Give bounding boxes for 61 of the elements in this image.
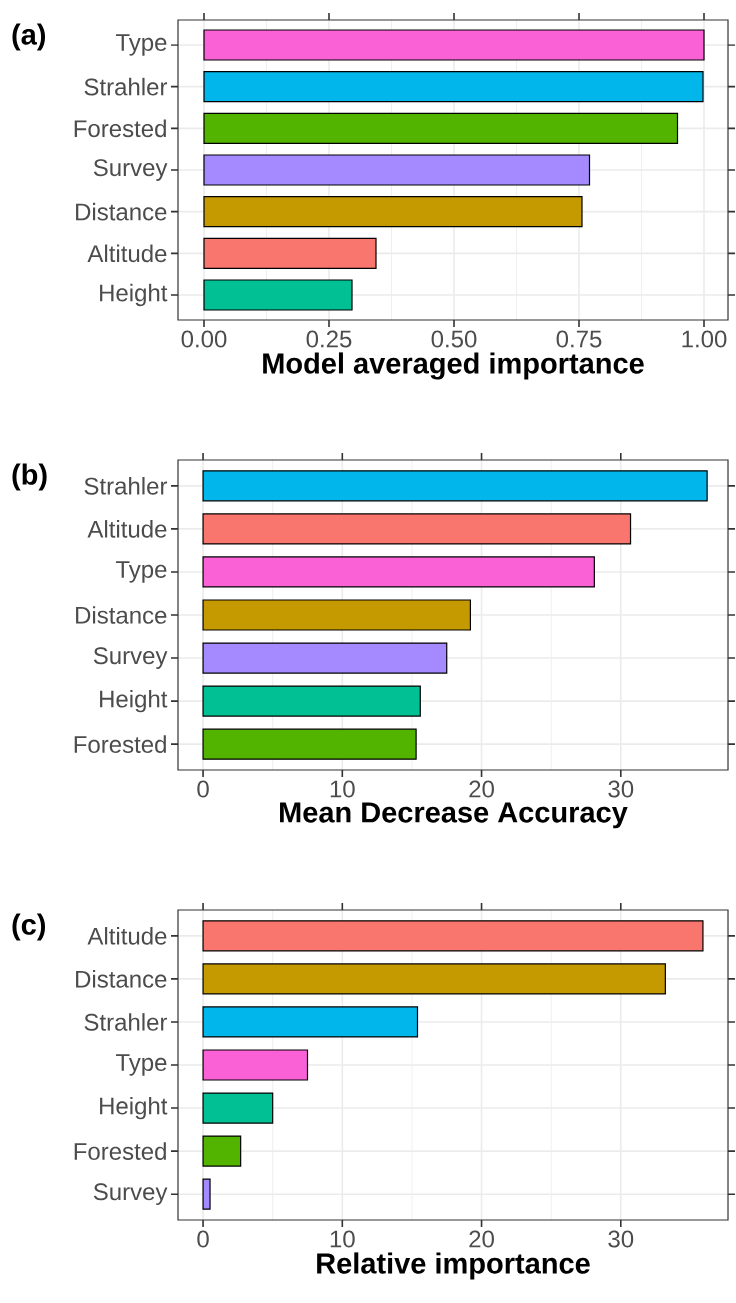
bar (202, 1178, 211, 1210)
y-tick-label: Survey (93, 159, 168, 181)
bar (202, 1135, 242, 1167)
bar (202, 556, 595, 588)
y-tick-label: Altitude (87, 244, 167, 263)
x-tick-label: 10 (330, 1230, 355, 1248)
bar (203, 112, 679, 144)
bar (202, 470, 708, 502)
text: (c) (12, 913, 46, 941)
x-axis-title: Model averaged importance (263, 352, 644, 380)
y-tick-label: Survey (93, 647, 168, 669)
x-tick-label: 30 (608, 1230, 634, 1248)
y-tick-label: Strahler (84, 477, 168, 495)
bar (202, 513, 632, 545)
x-tick-label: 30 (608, 780, 634, 798)
x-tick-label: 20 (469, 780, 494, 798)
y-tick-label: Altitude (87, 927, 167, 945)
y-tick-label: Height (100, 689, 168, 713)
bar (203, 154, 591, 186)
x-axis-title: Relative importance (317, 1252, 590, 1280)
bar (202, 920, 704, 952)
bar (203, 279, 353, 311)
text: (a) (12, 23, 46, 51)
bar (202, 1092, 274, 1124)
bar (203, 237, 377, 269)
y-tick-label: Distance (76, 202, 167, 221)
bar (202, 599, 472, 631)
y-tick-label: Altitude (87, 520, 167, 538)
y-tick-label: Forested (74, 119, 166, 138)
x-tick-label: 0.50 (431, 330, 477, 348)
x-axis-title: Mean Decrease Accuracy (280, 802, 628, 829)
y-tick-label: Type (115, 1054, 167, 1076)
y-tick-label: Type (115, 561, 167, 583)
bar (202, 1006, 419, 1038)
x-tick-label: 10 (330, 780, 355, 798)
bar (202, 728, 417, 760)
y-tick-label: Strahler (84, 77, 168, 96)
bar (203, 71, 704, 103)
y-tick-label: Height (100, 1096, 168, 1120)
x-tick-label: 0.25 (306, 330, 352, 348)
x-tick-label: 1.00 (682, 330, 727, 348)
y-tick-label: Distance (76, 606, 167, 624)
y-tick-label: Height (100, 283, 168, 307)
y-tick-label: Survey (93, 1183, 168, 1206)
text: (b) (12, 463, 47, 491)
y-tick-label: Distance (76, 970, 167, 988)
x-tick-label: 0.75 (556, 330, 602, 348)
x-tick-label: 20 (469, 1230, 494, 1248)
bar (202, 685, 421, 717)
bar (203, 29, 705, 61)
bar (202, 1049, 309, 1081)
y-tick-label: Forested (74, 1142, 166, 1160)
y-tick-label: Strahler (84, 1013, 168, 1031)
y-tick-label: Type (115, 34, 167, 56)
x-tick-label: 0.00 (181, 330, 227, 348)
bar (202, 642, 448, 674)
bar (203, 196, 583, 228)
bar (202, 963, 666, 995)
y-tick-label: Forested (74, 735, 166, 753)
x-tick-label: 0 (197, 780, 209, 798)
x-tick-label: 0 (197, 1230, 209, 1248)
